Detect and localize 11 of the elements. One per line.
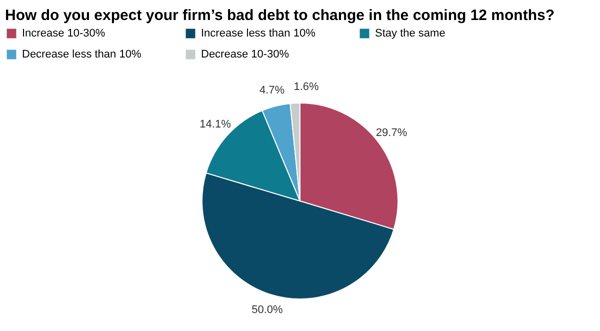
data-label: 14.1% [200,118,232,131]
chart-title: How do you expect your firm’s bad debt to change in the coming 12 months? [5,7,554,24]
data-label: 50.0% [252,304,284,316]
data-label: 29.7% [376,127,408,140]
legend-label: Stay the same [375,28,446,40]
data-label: 1.6% [294,81,320,94]
legend-label: Decrease less than 10% [22,48,142,60]
data-label: 4.7% [259,84,285,96]
legend-label: Increase 10-30% [22,28,106,40]
legend-label: Decrease 10-30% [201,48,290,60]
legend-label: Increase less than 10% [201,28,316,40]
